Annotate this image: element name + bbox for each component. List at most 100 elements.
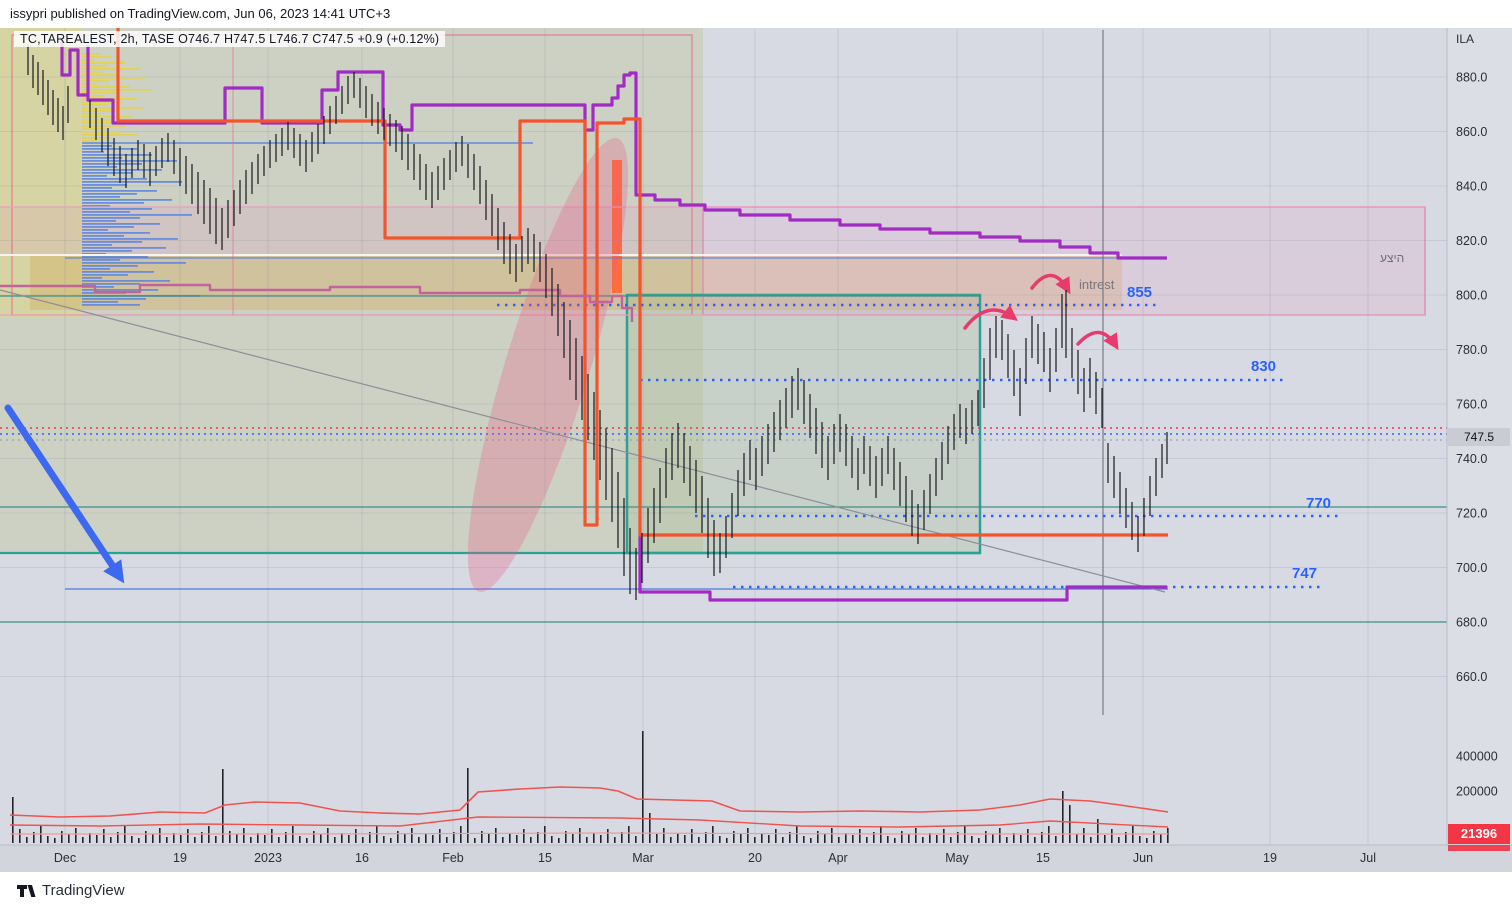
time-axis-strip[interactable] — [0, 845, 1512, 872]
time-axis-label[interactable]: 2023 — [254, 851, 282, 865]
red-curved-arrow[interactable] — [1030, 273, 1071, 295]
currency-axis-label: ILA — [1456, 32, 1475, 46]
volume-bar — [138, 838, 140, 843]
highlight-ellipse[interactable] — [439, 126, 658, 604]
red-curved-arrow[interactable] — [963, 304, 1018, 330]
volume-bar — [635, 836, 637, 843]
price-tick-label[interactable]: 680.0 — [1456, 616, 1487, 630]
time-axis-label[interactable]: 19 — [1263, 851, 1277, 865]
trendline-diagonal[interactable] — [0, 289, 1166, 593]
volume-profile-bar — [82, 247, 166, 249]
hebrew-offer-note[interactable]: היצע — [1380, 251, 1405, 265]
volume-ma-line — [9, 786, 1169, 818]
volume-bar — [1076, 834, 1078, 843]
volume-bar — [768, 835, 770, 843]
volume-profile-bar — [82, 259, 120, 261]
volume-bar — [1160, 834, 1162, 843]
volume-bar — [1167, 828, 1169, 843]
volume-profile-bar — [82, 214, 192, 216]
volume-profile-bar — [82, 181, 182, 183]
time-axis-label[interactable]: Dec — [54, 851, 76, 865]
price-level-label-830[interactable]: 830 — [1251, 358, 1277, 375]
price-level-label-855[interactable]: 855 — [1127, 284, 1153, 301]
volume-bar — [810, 838, 812, 843]
background-zone — [30, 256, 1122, 310]
volume-bar — [572, 834, 574, 843]
volume-bar — [1062, 791, 1064, 843]
volume-bar — [320, 834, 322, 843]
clipped-volume-badge — [1448, 845, 1510, 851]
purple-step-line-upper[interactable] — [60, 40, 1167, 260]
time-axis-label[interactable]: Mar — [632, 851, 654, 865]
mauve-line[interactable] — [0, 283, 634, 322]
volume-profile-bar — [82, 157, 122, 159]
volume-profile-bar — [82, 220, 116, 222]
time-axis-label[interactable]: 15 — [538, 851, 552, 865]
price-level-label-747[interactable]: 747 — [1292, 565, 1318, 582]
time-axis-label[interactable]: Jul — [1360, 851, 1376, 865]
volume-bar — [831, 828, 833, 843]
volume-bar — [488, 834, 490, 843]
volume-bar — [453, 832, 455, 843]
price-level-label-770[interactable]: 770 — [1306, 495, 1332, 512]
volume-profile-bar — [82, 184, 127, 186]
volume-profile-bar — [82, 265, 138, 267]
orange-step-line[interactable] — [116, 28, 1168, 537]
price-tick-label[interactable]: 780.0 — [1456, 343, 1487, 357]
volume-profile-bar — [82, 202, 144, 204]
volume-profile-bar — [82, 217, 140, 219]
volume-bar — [803, 836, 805, 843]
time-axis-label[interactable]: 15 — [1036, 851, 1050, 865]
time-axis-label[interactable]: 19 — [173, 851, 187, 865]
time-axis-label[interactable]: Jun — [1133, 851, 1153, 865]
volume-bar — [397, 831, 399, 843]
price-tick-label[interactable]: 760.0 — [1456, 398, 1487, 412]
time-axis-label[interactable]: Apr — [828, 851, 847, 865]
time-axis-label[interactable]: Feb — [442, 851, 464, 865]
volume-profile-bar — [82, 160, 177, 162]
time-axis-label[interactable]: 20 — [748, 851, 762, 865]
volume-bar — [551, 836, 553, 843]
volume-bar — [348, 835, 350, 843]
price-tick-label[interactable]: 800.0 — [1456, 289, 1487, 303]
price-tick-label[interactable]: 820.0 — [1456, 234, 1487, 248]
volume-profile-bar — [82, 77, 146, 79]
volume-bar — [33, 832, 35, 843]
time-axis-label[interactable]: May — [945, 851, 969, 865]
volume-bar — [460, 826, 462, 843]
price-tick-label[interactable]: 720.0 — [1456, 507, 1487, 521]
volume-bar — [1104, 835, 1106, 843]
interest-note[interactable]: intrest — [1079, 277, 1115, 292]
red-curved-arrow[interactable] — [1076, 330, 1119, 351]
tradingview-logo[interactable]: TradingView — [16, 880, 125, 900]
volume-bar — [103, 829, 105, 843]
volume-bar — [866, 837, 868, 843]
volume-profile-bar — [82, 304, 140, 306]
price-tick-label[interactable]: 660.0 — [1456, 670, 1487, 684]
volume-bar — [131, 836, 133, 843]
tradingview-logo-icon — [17, 885, 36, 897]
volume-bar — [1153, 831, 1155, 843]
volume-tick-label[interactable]: 400000 — [1456, 750, 1498, 764]
price-tick-label[interactable]: 860.0 — [1456, 125, 1487, 139]
volume-profile-bar — [82, 199, 172, 201]
purple-step-line-lower[interactable] — [638, 535, 1167, 602]
chart-canvas[interactable]: Dec 19 2023 16 Feb 15 Mar 20 Apr May 15 Jun 19 Jul 880… — [0, 28, 1512, 872]
volume-bar — [817, 831, 819, 843]
volume-tick-label[interactable]: 200000 — [1456, 785, 1498, 799]
price-tick-label[interactable]: 880.0 — [1456, 71, 1487, 85]
price-tick-label[interactable]: 740.0 — [1456, 452, 1487, 466]
volume-bar — [82, 837, 84, 843]
volume-bar — [47, 836, 49, 843]
blue-down-arrow[interactable] — [4, 404, 125, 584]
volume-profile-bar — [82, 256, 148, 258]
price-tick-label[interactable]: 840.0 — [1456, 180, 1487, 194]
price-tick-label[interactable]: 700.0 — [1456, 561, 1487, 575]
volume-profile-bar — [82, 74, 118, 76]
volume-profile-bar — [82, 298, 146, 300]
volume-bar — [502, 837, 504, 843]
volume-profile-bar — [82, 125, 126, 127]
volume-bar — [985, 831, 987, 843]
time-axis-label[interactable]: 16 — [355, 851, 369, 865]
volume-bar — [1069, 805, 1071, 843]
